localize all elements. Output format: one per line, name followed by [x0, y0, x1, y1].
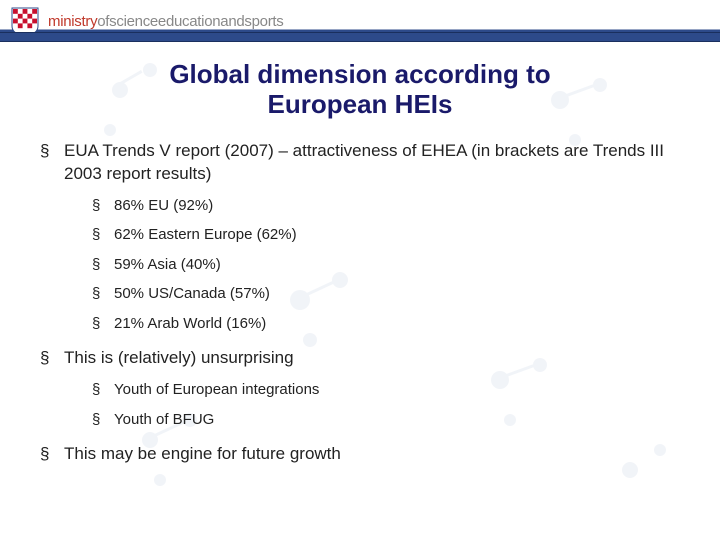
header-bar [0, 32, 720, 42]
bullet-text: This is (relatively) unsurprising [64, 348, 294, 367]
bullet-item: EUA Trends V report (2007) – attractiven… [40, 140, 680, 333]
sub-bullet-item: 21% Arab World (16%) [92, 314, 680, 334]
sub-bullet-item: 86% EU (92%) [92, 196, 680, 216]
sub-bullet-text: 86% EU (92%) [114, 197, 213, 214]
title-line-2: European HEIs [268, 89, 453, 119]
sub-bullet-text: 62% Eastern Europe (62%) [114, 226, 297, 243]
sub-bullet-item: Youth of European integrations [92, 380, 680, 400]
sub-bullet-text: Youth of European integrations [114, 381, 319, 398]
sub-bullet-item: Youth of BFUG [92, 410, 680, 430]
sub-bullet-text: 59% Asia (40%) [114, 256, 221, 273]
ministry-rest: ofscienceeducationandsports [97, 13, 283, 30]
bullet-list: EUA Trends V report (2007) – attractiven… [40, 140, 680, 466]
slide-title: Global dimension according to European H… [40, 60, 680, 120]
sub-bullet-item: 62% Eastern Europe (62%) [92, 225, 680, 245]
bullet-text: EUA Trends V report (2007) – attractiven… [64, 141, 664, 183]
sub-bullet-list: 86% EU (92%) 62% Eastern Europe (62%) 59… [64, 196, 680, 334]
title-line-1: Global dimension according to [169, 59, 550, 89]
bullet-item: This may be engine for future growth [40, 443, 680, 466]
bullet-item: This is (relatively) unsurprising Youth … [40, 347, 680, 429]
sub-bullet-text: 21% Arab World (16%) [114, 315, 266, 332]
slide-header: ministryofscienceeducationandsports [0, 0, 720, 42]
ministry-prefix: ministry [48, 13, 97, 30]
ministry-label: ministryofscienceeducationandsports [48, 13, 283, 30]
slide-content: Global dimension according to European H… [0, 42, 720, 500]
sub-bullet-text: Youth of BFUG [114, 411, 214, 428]
bullet-text: This may be engine for future growth [64, 444, 341, 463]
sub-bullet-item: 59% Asia (40%) [92, 255, 680, 275]
sub-bullet-item: 50% US/Canada (57%) [92, 284, 680, 304]
sub-bullet-text: 50% US/Canada (57%) [114, 285, 270, 302]
sub-bullet-list: Youth of European integrations Youth of … [64, 380, 680, 429]
